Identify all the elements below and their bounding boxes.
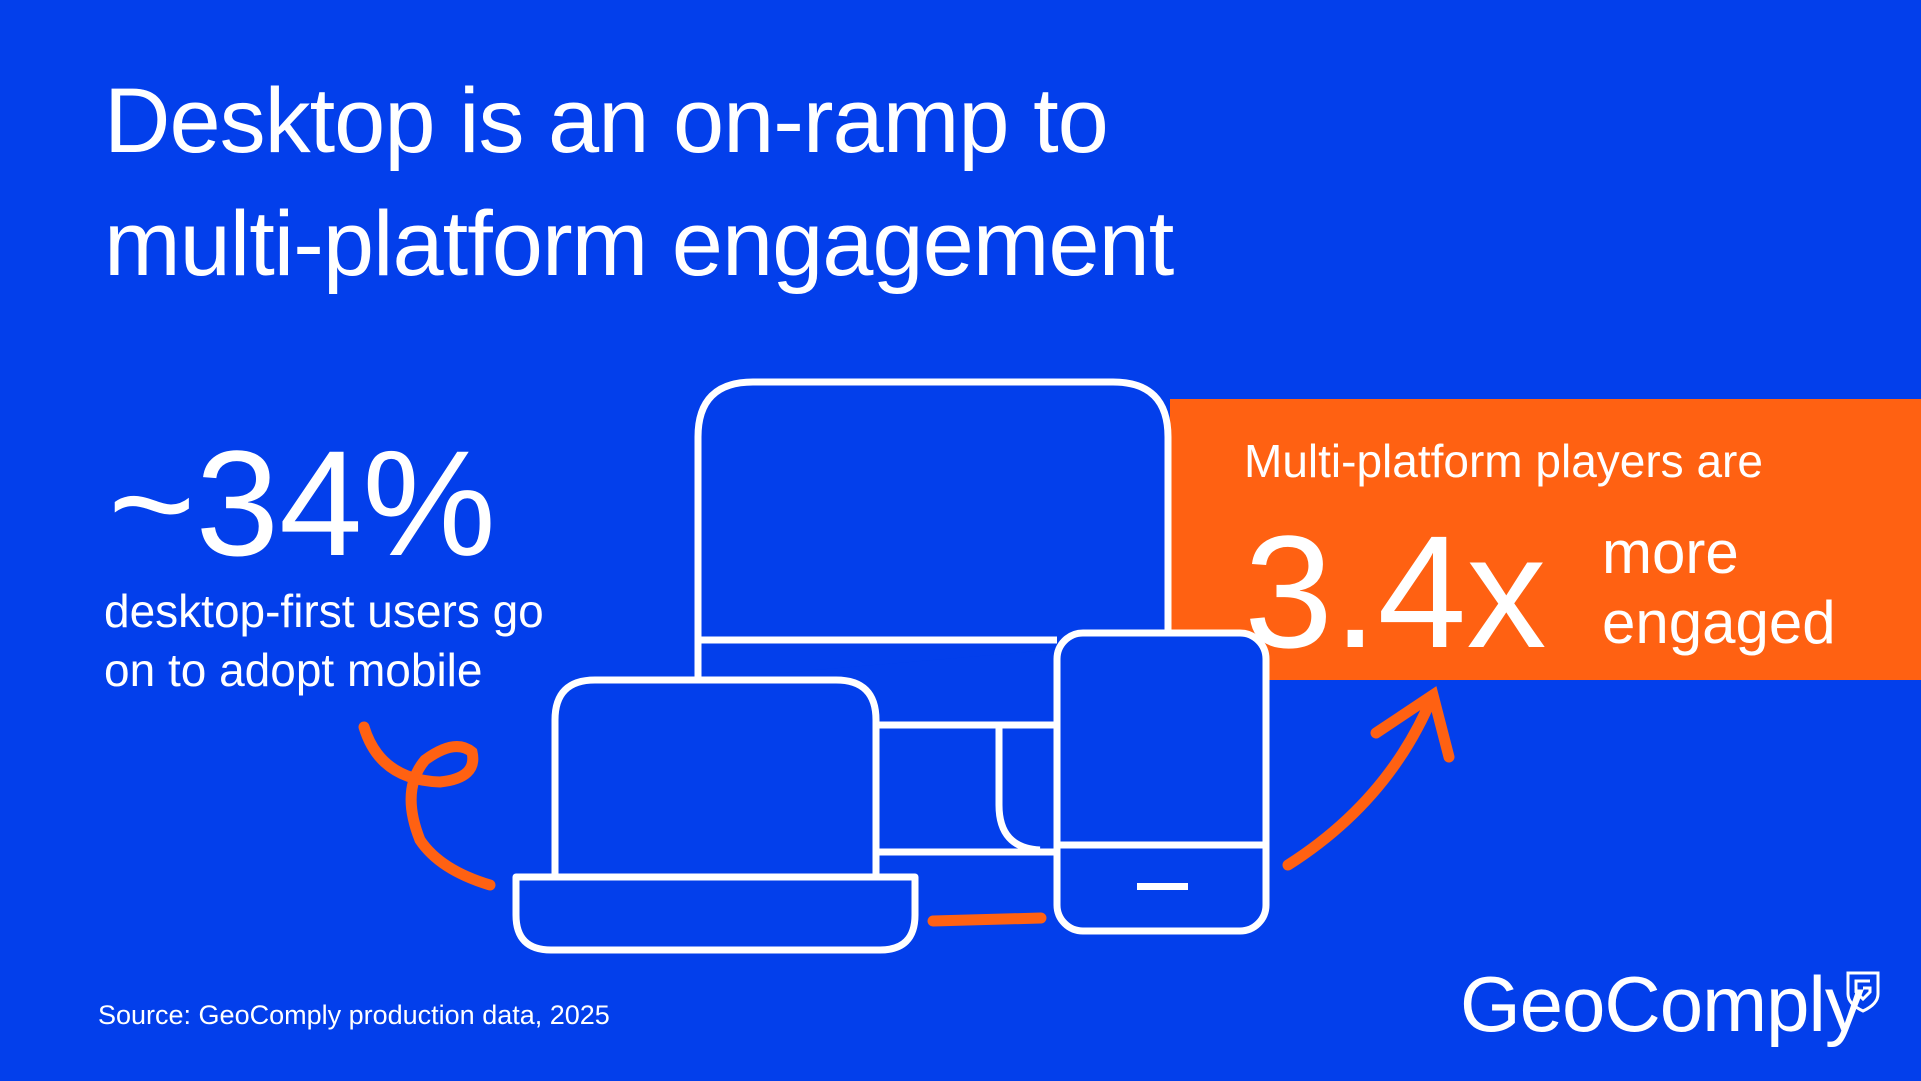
phone-icon [1053,629,1270,935]
source-note: Source: GeoComply production data, 2025 [98,1000,610,1030]
dash-connector [927,912,1047,927]
geocomply-logo: GeoComply [1460,960,1864,1048]
arrow-up-right [1282,686,1455,871]
monitor-icon [694,378,1172,856]
stat-right-caption-2: engaged [1602,589,1836,656]
phone-home-button [1137,883,1188,890]
stat-right-value: 3.4x [1244,502,1547,681]
stat-left-caption-1: desktop-first users go [104,585,544,637]
shield-logo-icon [1846,971,1880,1013]
stat-left-caption-2: on to adopt mobile [104,644,483,696]
headline-line-1: Desktop is an on-ramp to [104,70,1109,172]
stat-right-intro: Multi-platform players are [1244,435,1763,487]
stat-left-value: ~34% [108,419,496,587]
orange-highlight-box [1170,399,1921,680]
laptop-icon [512,676,919,954]
stat-right-caption-1: more [1602,519,1739,586]
squiggle-arrow-left [358,721,496,891]
headline-line-2: multi-platform engagement [104,193,1174,295]
